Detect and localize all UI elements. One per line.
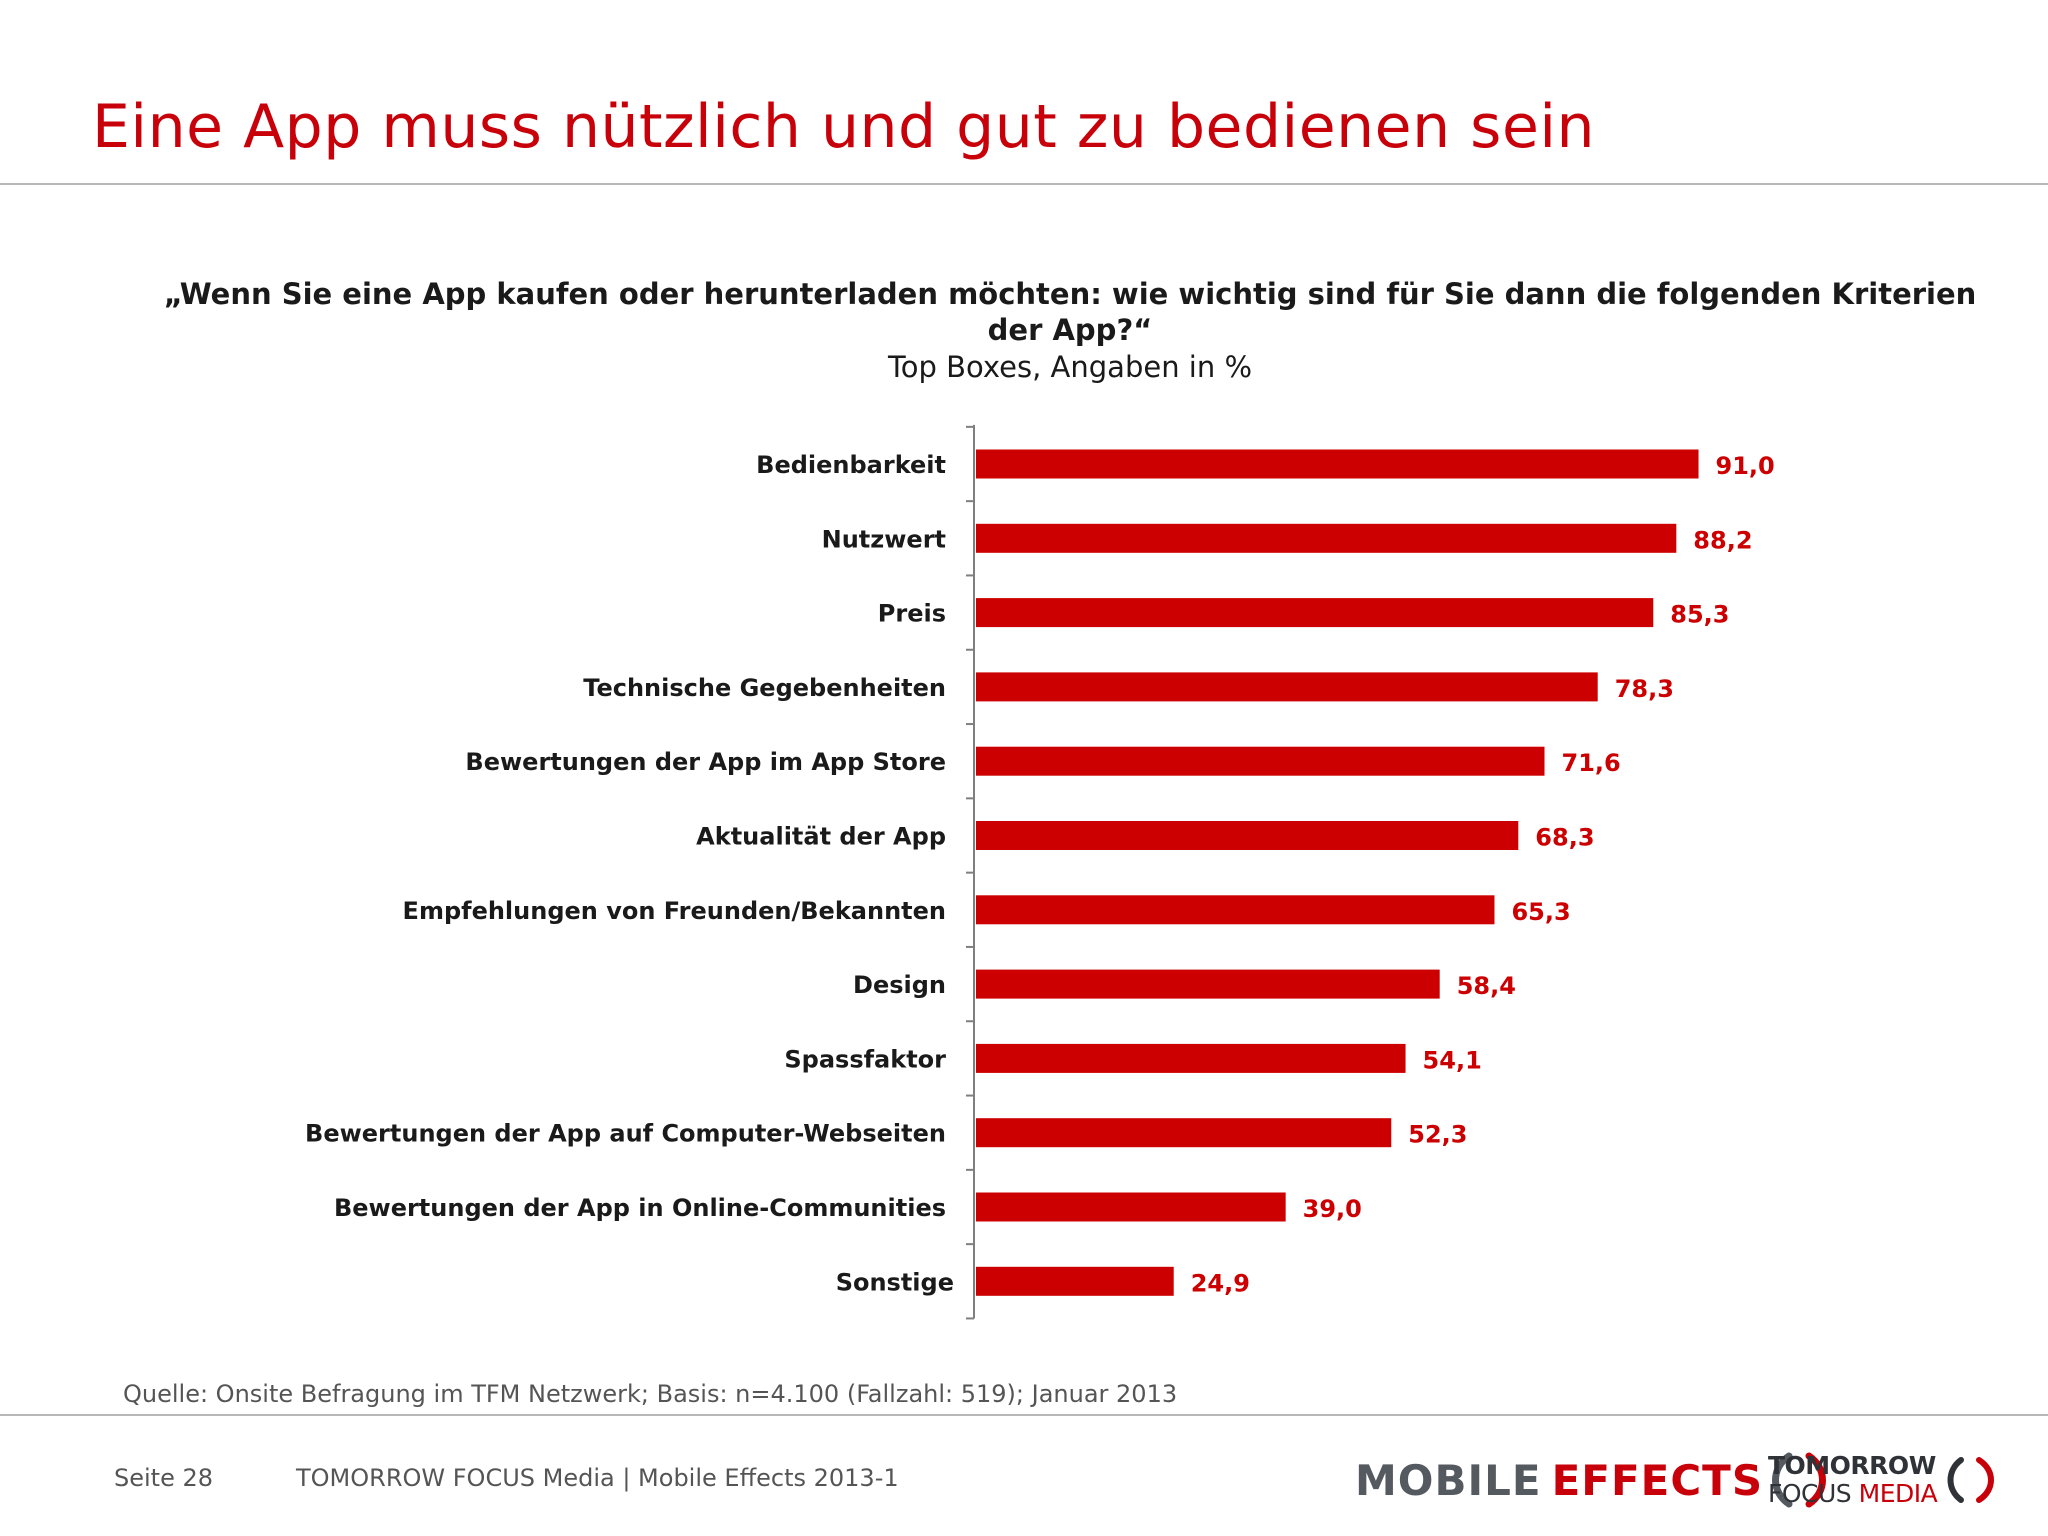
value-label: 54,1 [1423, 1046, 1482, 1074]
footer-divider [0, 1414, 2048, 1416]
logo-mobile-word: MOBILE [1355, 1455, 1542, 1505]
category-label: Bewertungen der App auf Computer-Webseit… [305, 1120, 946, 1148]
value-label: 58,4 [1457, 972, 1516, 1000]
value-label: 52,3 [1408, 1121, 1467, 1149]
logo-tfm-line1: TOMORROW [1768, 1451, 1936, 1480]
value-label: 68,3 [1535, 824, 1594, 852]
logo-tfm-media: MEDIA [1858, 1479, 1938, 1508]
bar [976, 1043, 1406, 1073]
bar [976, 821, 1519, 850]
source-note: Quelle: Onsite Befragung im TFM Netzwerk… [123, 1380, 1178, 1408]
category-label: Empfehlungen von Freunden/Bekannten [403, 897, 946, 925]
bar [976, 895, 1495, 925]
category-label: Technische Gegebenheiten [583, 674, 946, 702]
value-label: 85,3 [1670, 601, 1729, 629]
bar-chart: Bedienbarkeit 91,0 Nutzwert 88,2 Preis 85,3 Te… [305, 424, 1775, 1320]
category-label: Bedienbarkeit [756, 451, 946, 479]
value-label: 71,6 [1562, 749, 1621, 777]
bar [976, 1118, 1392, 1148]
bar [976, 969, 1440, 999]
bar [976, 523, 1677, 553]
mobile-effects-logo: MOBILE EFFECTS [1355, 1448, 1831, 1512]
bar [976, 672, 1598, 702]
logo-tfm-line2: FOCUS MEDIA [1768, 1479, 1938, 1508]
chart-question: „Wenn Sie eine App kaufen oder herunterl… [163, 277, 1977, 347]
category-label: Bewertungen der App in Online-Communitie… [334, 1194, 946, 1222]
bar [976, 746, 1545, 776]
parenthesis-mark-icon [1772, 1452, 1826, 1508]
parenthesis-mark-icon [1947, 1457, 1995, 1503]
value-label: 24,9 [1191, 1269, 1250, 1297]
chart-subtitle: Top Boxes, Angaben in % [887, 350, 1252, 384]
slide-title: Eine App muss nützlich und gut zu bedien… [92, 92, 1596, 162]
bar [976, 598, 1654, 628]
category-label: Bewertungen der App im App Store [465, 748, 946, 776]
value-label: 88,2 [1693, 526, 1752, 554]
category-label: Aktualität der App [696, 823, 946, 851]
bar [976, 1266, 1174, 1296]
title-divider [0, 183, 2048, 185]
bar [976, 1192, 1286, 1222]
category-label: Design [853, 971, 946, 999]
bar [976, 449, 1699, 479]
page-number: Seite 28 [114, 1464, 214, 1492]
logo-tfm-focus: FOCUS [1768, 1479, 1852, 1508]
category-label: Preis [878, 600, 946, 628]
value-label: 78,3 [1615, 675, 1674, 703]
value-label: 91,0 [1716, 452, 1775, 480]
category-label: Spassfaktor [784, 1045, 946, 1073]
value-label: 65,3 [1511, 898, 1570, 926]
category-label: Sonstige [836, 1268, 954, 1296]
value-label: 39,0 [1303, 1195, 1362, 1223]
logo-effects-word: EFFECTS [1551, 1455, 1764, 1505]
footer-text: TOMORROW FOCUS Media | Mobile Effects 20… [296, 1464, 899, 1492]
tomorrow-focus-logo: TOMORROW FOCUS MEDIA [1768, 1448, 1999, 1512]
category-label: Nutzwert [822, 525, 946, 553]
